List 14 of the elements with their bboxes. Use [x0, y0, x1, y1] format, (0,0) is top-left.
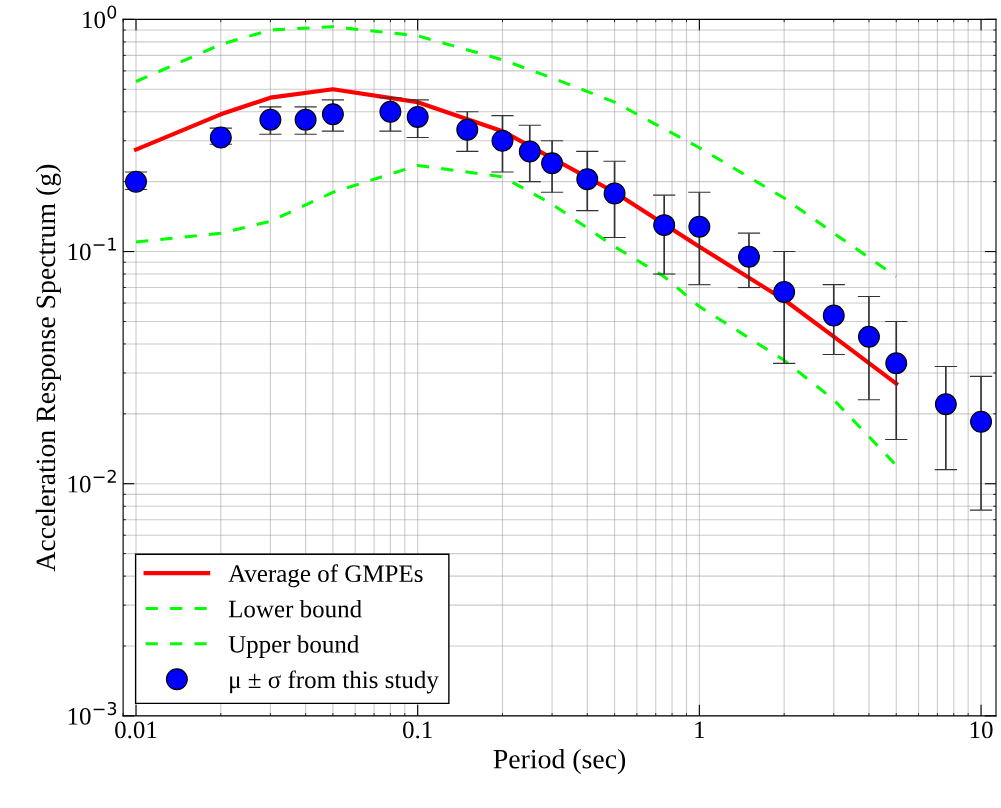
x-tick-label: 10: [970, 721, 993, 739]
y-tick-label: 10$^{−1}$: [68, 237, 116, 261]
legend-label: Average of GMPEs: [228, 564, 423, 588]
y-tick-label: 10$^{−2}$: [68, 469, 116, 493]
x-axis-title: Period (sec): [493, 748, 626, 775]
y-tick-label: 10$^{−3}$: [68, 701, 117, 725]
x-tick-label: 0.01: [115, 721, 157, 739]
y-tick-label: 10$^{0}$: [83, 5, 117, 29]
legend-label: μ ± σ from this study: [230, 670, 439, 694]
legend-label: Lower bound: [228, 599, 362, 618]
x-tick-label: 0.1: [403, 721, 432, 739]
x-tick-label: 1: [695, 721, 705, 739]
y-axis-title: Acceleration Response Spectrum (g): [35, 164, 61, 572]
legend-label: Upper bound: [228, 635, 360, 658]
